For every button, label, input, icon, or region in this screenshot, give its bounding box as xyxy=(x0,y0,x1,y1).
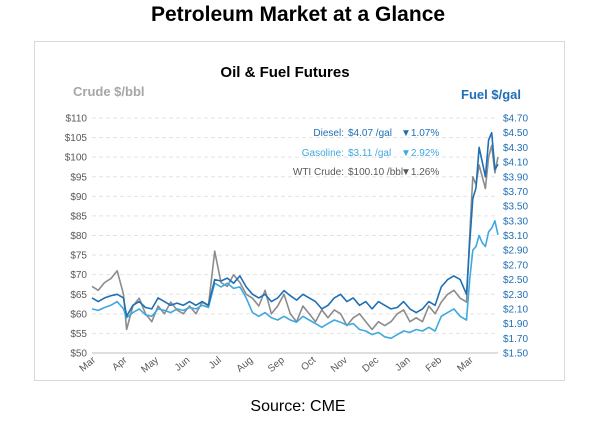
right-tick-label: $2.10 xyxy=(503,304,528,315)
left-tick-label: $75 xyxy=(70,251,87,262)
chart-svg: $50 $55 $60 $65 $70 $75 $80 $85 $90 $95 $100 $105 $1… xyxy=(65,64,529,375)
legend-diesel-value: $4.07 /gal xyxy=(348,128,392,139)
right-tick-label: $4.70 xyxy=(503,114,528,125)
right-axis-label: Fuel $/gal xyxy=(461,87,521,102)
left-tick-label: $90 xyxy=(70,192,87,203)
page-title: Petroleum Market at a Glance xyxy=(150,3,446,26)
right-tick-label: $4.10 xyxy=(503,158,528,169)
legend-crude-label: WTI Crude: xyxy=(293,167,344,178)
left-tick-label: $85 xyxy=(70,211,87,222)
legend-crude-change: ▼1.26% xyxy=(401,167,439,178)
x-tick-label: Oct xyxy=(299,355,318,374)
left-tick-label: $55 xyxy=(70,329,87,340)
legend-gasoline-change: ▼2.92% xyxy=(401,148,439,159)
x-tick-label: Nov xyxy=(329,355,350,375)
left-tick-label: $50 xyxy=(70,349,87,360)
right-tick-label: $2.50 xyxy=(503,275,528,286)
left-tick-label: $70 xyxy=(70,270,87,281)
right-tick-label: $4.50 xyxy=(503,128,528,139)
legend-diesel-change: ▼1.07% xyxy=(401,128,439,139)
left-tick-label: $105 xyxy=(65,133,88,144)
right-tick-label: $2.30 xyxy=(503,290,528,301)
legend: Diesel: $4.07 /gal ▼1.07% Gasoline: $3.1… xyxy=(293,128,439,178)
right-tick-label: $3.30 xyxy=(503,216,528,227)
x-tick-label: Jun xyxy=(173,355,192,374)
left-tick-label: $65 xyxy=(70,290,87,301)
left-axis-label: Crude $/bbl xyxy=(73,84,145,99)
left-axis-ticks: $50 $55 $60 $65 $70 $75 $80 $85 $90 $95 $100 $105 $1… xyxy=(65,114,88,360)
left-tick-label: $80 xyxy=(70,231,87,242)
series-lines xyxy=(91,131,499,340)
legend-diesel-label: Diesel: xyxy=(313,128,344,139)
left-tick-label: $60 xyxy=(70,309,87,320)
chart-frame: $50 $55 $60 $65 $70 $75 $80 $85 $90 $95 $100 $105 $1… xyxy=(34,41,565,381)
right-tick-label: $1.50 xyxy=(503,349,528,360)
x-tick-label: Aug xyxy=(235,355,256,375)
right-tick-label: $3.70 xyxy=(503,187,528,198)
x-tick-label: Feb xyxy=(424,355,445,375)
right-axis-ticks: $1.50 $1.70 $1.90 $2.10 $2.30 $2.50 $2.70 $2.90… xyxy=(503,114,528,360)
legend-gasoline-label: Gasoline: xyxy=(302,148,344,159)
series-line-wti-crude xyxy=(91,144,499,331)
series-line-gasoline xyxy=(91,220,499,340)
x-tick-label: Sep xyxy=(266,355,287,375)
series-line-diesel xyxy=(91,131,499,318)
chart-title: Oil & Fuel Futures xyxy=(220,64,349,81)
right-tick-label: $1.90 xyxy=(503,319,528,330)
right-tick-label: $3.50 xyxy=(503,202,528,213)
left-tick-label: $100 xyxy=(65,153,88,164)
right-tick-label: $1.70 xyxy=(503,334,528,345)
left-tick-label: $110 xyxy=(65,114,87,125)
source-note: Source: CME xyxy=(250,398,346,415)
x-tick-label: May xyxy=(139,355,161,376)
right-tick-label: $2.70 xyxy=(503,260,528,271)
right-tick-label: $4.30 xyxy=(503,143,528,154)
x-tick-label: Dec xyxy=(360,355,381,375)
right-tick-label: $3.90 xyxy=(503,172,528,183)
x-axis-ticks: Mar Apr May Jun Jul Aug Sep Oct Nov Dec Jan Feb Mar xyxy=(78,354,476,375)
x-tick-label: Jan xyxy=(393,355,412,374)
right-tick-label: $2.90 xyxy=(503,246,528,257)
right-tick-label: $3.10 xyxy=(503,231,528,242)
grid xyxy=(92,117,498,354)
x-tick-label: Apr xyxy=(110,354,130,373)
left-tick-label: $95 xyxy=(70,172,87,183)
x-tick-label: Jul xyxy=(207,355,224,372)
x-tick-label: Mar xyxy=(455,354,476,374)
legend-gasoline-value: $3.11 /gal xyxy=(348,148,391,159)
legend-crude-value: $100.10 /bbl xyxy=(348,167,403,178)
